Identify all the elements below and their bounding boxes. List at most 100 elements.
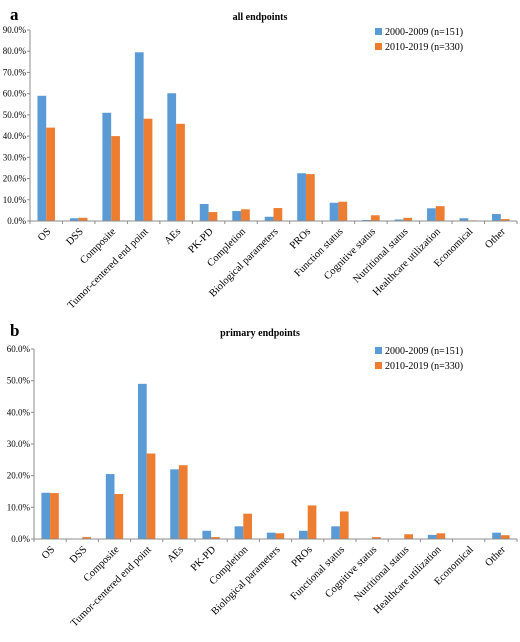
legend: 2000-2009 (n=151) 2010-2019 (n=330) bbox=[375, 27, 463, 53]
bar-2000-2009 bbox=[329, 202, 339, 221]
bar-2000-2009 bbox=[232, 211, 242, 221]
bar-2000-2009 bbox=[199, 204, 209, 221]
y-tick-label: 70.0% bbox=[3, 67, 27, 77]
bar-2000-2009 bbox=[299, 530, 308, 539]
bar-2010-2019 bbox=[82, 537, 91, 539]
bar-2010-2019 bbox=[370, 215, 380, 221]
legend-label: 2010-2019 (n=330) bbox=[385, 361, 463, 372]
bar-2000-2009 bbox=[102, 112, 112, 221]
category-label: AEs bbox=[163, 226, 184, 247]
bar-2010-2019 bbox=[114, 494, 124, 539]
legend-label: 2000-2009 (n=151) bbox=[385, 27, 463, 38]
y-tick-label: 40.0% bbox=[7, 407, 31, 417]
bar-2000-2009 bbox=[459, 218, 469, 221]
chart-title: all endpoints bbox=[233, 12, 288, 23]
category-label: PROs bbox=[288, 226, 313, 251]
legend-swatch bbox=[375, 28, 382, 35]
bar-2000-2009 bbox=[234, 526, 244, 539]
y-tick-label: 50.0% bbox=[3, 110, 27, 120]
bar-2000-2009 bbox=[105, 474, 115, 539]
bar-2000-2009 bbox=[427, 208, 436, 221]
bar-2010-2019 bbox=[275, 533, 285, 539]
bar-2010-2019 bbox=[78, 217, 88, 221]
bar-2000-2009 bbox=[134, 52, 144, 221]
y-tick-label: 40.0% bbox=[3, 131, 27, 141]
legend: 2000-2009 (n=151) 2010-2019 (n=330) bbox=[375, 346, 463, 372]
bar-2010-2019 bbox=[372, 537, 381, 539]
legend-label: 2000-2009 (n=151) bbox=[385, 346, 463, 357]
bar-2010-2019 bbox=[500, 219, 510, 221]
y-tick-label: 10.0% bbox=[7, 502, 31, 512]
legend-swatch bbox=[375, 362, 382, 369]
y-tick-label: 0.0% bbox=[7, 216, 26, 226]
legend-swatch bbox=[375, 43, 382, 50]
category-label: AEs bbox=[165, 544, 186, 565]
y-tick-label: 30.0% bbox=[7, 439, 31, 449]
bar-2000-2009 bbox=[41, 492, 51, 539]
category-label: DSS bbox=[68, 544, 90, 566]
category-label: Other bbox=[483, 226, 508, 251]
bar-2000-2009 bbox=[170, 469, 179, 539]
bar-2010-2019 bbox=[146, 453, 156, 539]
bar-2000-2009 bbox=[492, 214, 501, 221]
panel-label: b bbox=[10, 321, 19, 340]
panel-b-primary-endpoints: b primary endpoints 0.0% 10.0% 20.0% 30.0% 4… bbox=[7, 321, 518, 629]
bar-2010-2019 bbox=[176, 123, 185, 221]
bar-2010-2019 bbox=[307, 505, 317, 539]
bar-2010-2019 bbox=[143, 118, 153, 221]
bar-2010-2019 bbox=[111, 136, 120, 221]
category-label: OS bbox=[36, 226, 53, 243]
chart-title: primary endpoints bbox=[220, 328, 300, 339]
y-tick-label: 50.0% bbox=[7, 376, 31, 386]
bar-2010-2019 bbox=[305, 174, 315, 221]
category-label: PK-PD bbox=[186, 226, 216, 256]
bar-2000-2009 bbox=[297, 173, 306, 221]
bar-2010-2019 bbox=[50, 493, 59, 539]
legend-label: 2010-2019 (n=330) bbox=[385, 42, 463, 53]
category-label: PK-PD bbox=[189, 544, 219, 574]
bar-2010-2019 bbox=[46, 127, 55, 221]
y-tick-label: 0.0% bbox=[11, 534, 30, 544]
bar-2010-2019 bbox=[241, 209, 250, 221]
category-label: DSS bbox=[64, 226, 86, 248]
bar-2010-2019 bbox=[435, 206, 445, 221]
bar-2000-2009 bbox=[394, 219, 404, 221]
panel-label: a bbox=[10, 5, 19, 24]
category-label: Other bbox=[483, 544, 508, 569]
bar-2000-2009 bbox=[69, 218, 79, 221]
y-tick-label: 20.0% bbox=[3, 174, 27, 184]
bar-2000-2009 bbox=[264, 216, 274, 221]
y-tick-label: 60.0% bbox=[7, 344, 31, 354]
panel-a-all-endpoints: a all endpoints 0.0% 10.0% 20.0% 30.0% 40.0%… bbox=[3, 5, 518, 311]
category-label: Nutritional status bbox=[352, 544, 411, 603]
bar-2000-2009 bbox=[427, 534, 437, 539]
bar-2000-2009 bbox=[331, 526, 340, 539]
category-label: OS bbox=[40, 544, 57, 561]
bar-2010-2019 bbox=[208, 212, 218, 221]
y-tick-label: 80.0% bbox=[3, 46, 27, 56]
bar-2000-2009 bbox=[37, 95, 47, 221]
bar-2010-2019 bbox=[404, 534, 413, 539]
bar-2010-2019 bbox=[243, 513, 252, 539]
y-tick-label: 60.0% bbox=[3, 89, 27, 99]
bar-2010-2019 bbox=[178, 465, 188, 539]
y-tick-label: 20.0% bbox=[7, 471, 31, 481]
bar-2000-2009 bbox=[266, 532, 276, 539]
legend-swatch bbox=[375, 347, 382, 354]
bar-2010-2019 bbox=[338, 201, 348, 221]
bar-2000-2009 bbox=[138, 383, 147, 539]
bar-2010-2019 bbox=[339, 511, 349, 539]
bar-2010-2019 bbox=[211, 537, 220, 539]
y-tick-label: 30.0% bbox=[3, 152, 27, 162]
y-tick-label: 10.0% bbox=[3, 195, 27, 205]
y-tick-label: 90.0% bbox=[3, 25, 27, 35]
bar-2010-2019 bbox=[436, 533, 446, 539]
category-label: PROs bbox=[290, 544, 315, 569]
bar-2000-2009 bbox=[492, 532, 501, 539]
bar-2000-2009 bbox=[362, 219, 371, 221]
bar-2010-2019 bbox=[500, 535, 510, 539]
bar-2010-2019 bbox=[273, 208, 283, 221]
bar-2000-2009 bbox=[202, 530, 212, 539]
bar-2000-2009 bbox=[167, 93, 177, 221]
